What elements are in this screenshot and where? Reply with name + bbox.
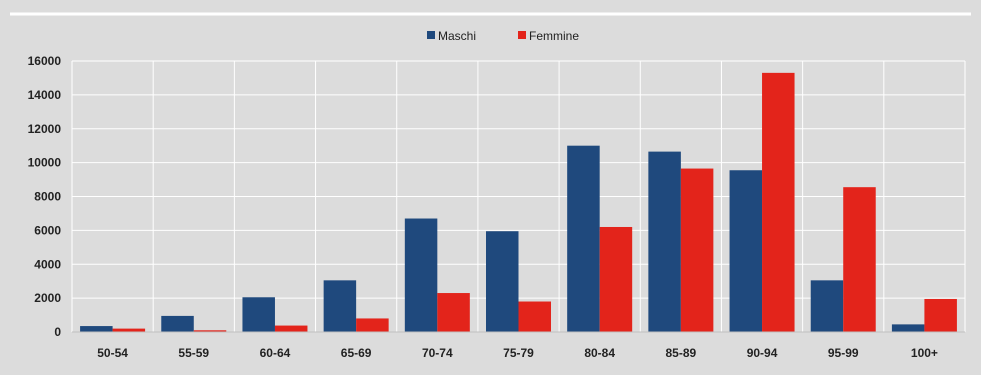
bar-maschi-70-74	[404, 218, 438, 332]
x-tick-label-100plus: 100+	[911, 346, 938, 360]
y-tick-label-5: 10000	[28, 156, 62, 170]
y-tick-label-8: 16000	[28, 54, 62, 68]
x-tick-label-80-84: 80-84	[584, 346, 615, 360]
y-tick-label-7: 14000	[28, 88, 62, 102]
bar-maschi-55-59	[161, 315, 194, 332]
bar-maschi-90-94	[729, 170, 763, 332]
legend-swatch-femmine	[518, 31, 526, 39]
bar-maschi-50-54	[80, 326, 113, 332]
bar-maschi-75-79	[486, 231, 519, 332]
bar-maschi-100plus	[891, 324, 925, 332]
bar-maschi-80-84	[567, 145, 600, 332]
x-tick-label-60-64: 60-64	[260, 346, 291, 360]
bar-maschi-85-89	[648, 151, 681, 332]
x-tick-label-55-59: 55-59	[178, 346, 209, 360]
bar-femmine-90-94	[762, 72, 795, 332]
bar-femmine-75-79	[518, 301, 551, 332]
x-tick-label-65-69: 65-69	[341, 346, 372, 360]
y-tick-label-4: 8000	[34, 190, 61, 204]
bar-femmine-85-89	[680, 168, 714, 332]
bar-femmine-50-54	[112, 328, 146, 332]
x-tick-label-75-79: 75-79	[503, 346, 534, 360]
y-axis-ticks: 0 2000 4000 6000 8000 10000 12000 14000 16000	[28, 54, 62, 339]
y-tick-label-1: 2000	[34, 291, 61, 305]
x-axis-ticks: 50-54 55-59 60-64 65-69 70-74 75-79 80-84 85-89…	[72, 331, 965, 360]
y-tick-label-3: 6000	[34, 223, 61, 237]
legend-label-femmine: Femmine	[529, 29, 579, 43]
y-tick-label-6: 12000	[28, 122, 62, 136]
bar-maschi-65-69	[323, 280, 357, 332]
x-tick-label-95-99: 95-99	[828, 346, 859, 360]
x-tick-label-85-89: 85-89	[666, 346, 697, 360]
y-tick-label-2: 4000	[34, 257, 61, 271]
y-tick-label-0: 0	[54, 325, 61, 339]
grid-lines	[71, 60, 966, 333]
bar-femmine-60-64	[274, 325, 308, 332]
x-tick-label-90-94: 90-94	[747, 346, 778, 360]
x-tick-label-70-74: 70-74	[422, 346, 453, 360]
bars	[80, 72, 957, 332]
bar-femmine-55-59	[193, 330, 227, 332]
bar-femmine-100plus	[924, 298, 957, 332]
bar-femmine-70-74	[437, 293, 470, 332]
bar-maschi-60-64	[242, 297, 275, 332]
legend: Maschi Femmine	[427, 29, 579, 43]
legend-label-maschi: Maschi	[438, 29, 476, 43]
bar-femmine-80-84	[599, 226, 633, 332]
bar-maschi-95-99	[810, 280, 844, 332]
bar-femmine-95-99	[843, 187, 876, 332]
legend-swatch-maschi	[427, 31, 435, 39]
x-tick-label-50-54: 50-54	[97, 346, 128, 360]
bar-femmine-65-69	[356, 318, 389, 332]
